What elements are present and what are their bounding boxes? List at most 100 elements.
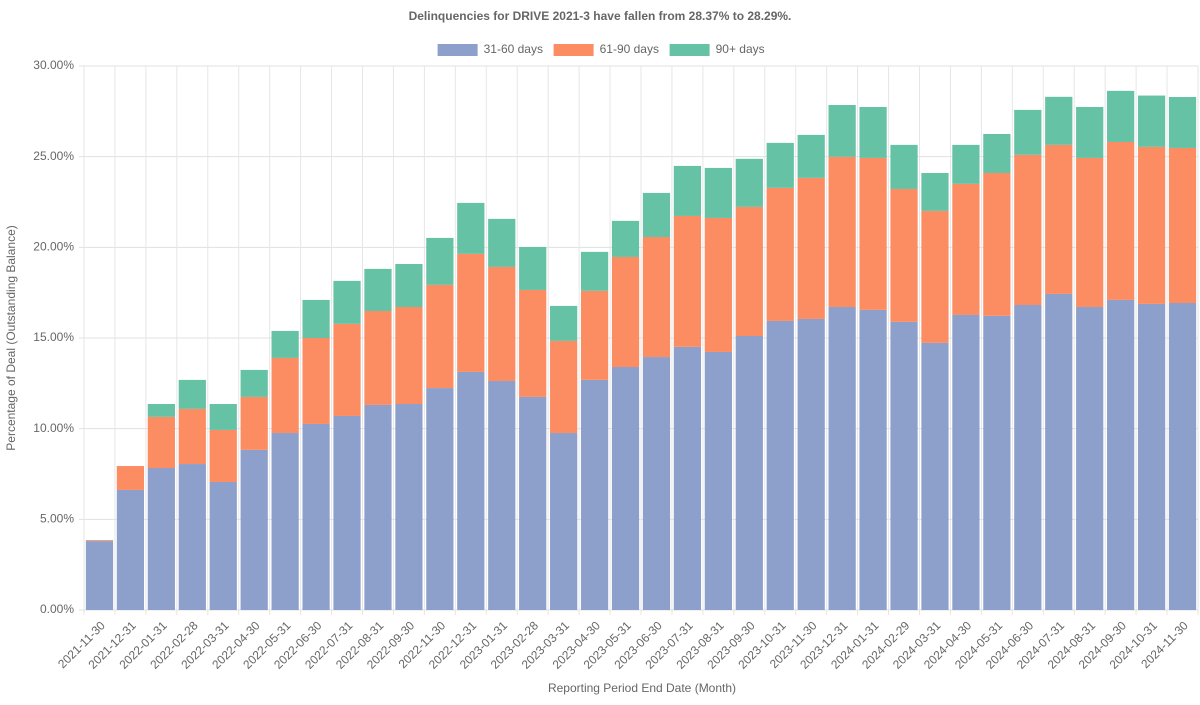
bar-segment	[272, 433, 299, 610]
bar-segment	[1076, 158, 1103, 307]
bar-segment	[829, 157, 856, 307]
bar-segment	[148, 417, 175, 468]
bar-segment	[148, 468, 175, 610]
bar-segment	[1045, 97, 1072, 145]
legend-swatch[interactable]	[554, 44, 594, 56]
bar-segment	[983, 316, 1010, 610]
bar-segment	[767, 321, 794, 610]
y-tick-label: 30.00%	[33, 58, 74, 72]
bar-segment	[1107, 91, 1134, 142]
bar-segment	[457, 372, 484, 610]
bar-segment	[921, 343, 948, 610]
bar-segment	[612, 257, 639, 367]
bar-segment	[272, 331, 299, 358]
bar-segment	[829, 307, 856, 610]
bar-segment	[1138, 147, 1165, 304]
legend-label[interactable]: 31-60 days	[484, 42, 543, 56]
bar-segment	[426, 388, 453, 610]
y-tick-label: 0.00%	[40, 602, 74, 616]
bar-segment	[705, 352, 732, 610]
bar-segment	[581, 291, 608, 380]
y-tick-label: 5.00%	[40, 512, 74, 526]
bar-segment	[798, 178, 825, 319]
bar-segment	[1014, 155, 1041, 305]
bar-segment	[241, 397, 268, 450]
bar-segment	[736, 159, 763, 207]
bar-segment	[488, 381, 515, 610]
bar-segment	[890, 189, 917, 322]
bar-segment	[272, 358, 299, 433]
bar-segment	[612, 221, 639, 257]
bar-segment	[643, 237, 670, 357]
bar-segment	[1169, 303, 1196, 610]
bar-segment	[550, 306, 577, 341]
y-axis-label: Percentage of Deal (Outstanding Balance)	[4, 225, 18, 450]
bar-segment	[705, 168, 732, 218]
bar-segment	[952, 184, 979, 315]
bar-segment	[798, 135, 825, 178]
bar-segment	[983, 134, 1010, 173]
legend-label[interactable]: 90+ days	[716, 42, 765, 56]
bar-segment	[1169, 148, 1196, 303]
bar-segment	[859, 158, 886, 310]
bar-segment	[890, 322, 917, 610]
bar-segment	[395, 404, 422, 610]
bar-segment	[210, 404, 237, 430]
bar-segment	[1014, 305, 1041, 610]
bar-segment	[674, 216, 701, 347]
bar-segment	[302, 338, 329, 424]
bar-segment	[210, 430, 237, 482]
bar-segment	[426, 285, 453, 388]
chart-title: Delinquencies for DRIVE 2021-3 have fall…	[409, 9, 792, 23]
bar-segment	[859, 107, 886, 158]
y-tick-label: 10.00%	[33, 421, 74, 435]
bar-segment	[859, 310, 886, 610]
bar-segment	[179, 409, 206, 464]
bar-segment	[302, 300, 329, 338]
bar-segment	[1107, 142, 1134, 300]
bar-segment	[890, 145, 917, 189]
legend-swatch[interactable]	[670, 44, 710, 56]
bar-segment	[1169, 97, 1196, 148]
bar-segment	[364, 311, 391, 405]
bar-segment	[1014, 110, 1041, 155]
bar-segment	[519, 397, 546, 610]
bar-segment	[643, 193, 670, 237]
bar-segment	[643, 357, 670, 610]
bar-segment	[519, 290, 546, 397]
bar-segment	[395, 307, 422, 404]
bar-segment	[736, 336, 763, 610]
bar-segment	[798, 319, 825, 610]
x-axis-label: Reporting Period End Date (Month)	[548, 681, 736, 695]
bar-segment	[581, 380, 608, 610]
y-tick-label: 20.00%	[33, 240, 74, 254]
bar-segment	[1045, 294, 1072, 610]
bar-segment	[1138, 304, 1165, 610]
bar-segment	[952, 315, 979, 610]
bar-segment	[736, 207, 763, 336]
bar-segment	[921, 173, 948, 211]
legend-swatch[interactable]	[438, 44, 478, 56]
bar-segment	[117, 490, 144, 610]
bar-segment	[117, 466, 144, 490]
bar-segment	[705, 218, 732, 352]
y-tick-label: 25.00%	[33, 149, 74, 163]
bar-segment	[550, 433, 577, 610]
legend-label[interactable]: 61-90 days	[600, 42, 659, 56]
bar-segment	[210, 482, 237, 610]
bar-segment	[829, 105, 856, 157]
bar-segment	[148, 404, 175, 417]
bar-segment	[983, 173, 1010, 316]
bar-segment	[581, 252, 608, 291]
bar-segment	[86, 541, 113, 610]
bar-segment	[550, 341, 577, 433]
bar-segment	[488, 219, 515, 267]
bar-segment	[674, 347, 701, 610]
y-tick-label: 15.00%	[33, 330, 74, 344]
bar-segment	[488, 267, 515, 381]
bar-segment	[1045, 145, 1072, 294]
bar-segment	[1076, 307, 1103, 610]
bar-segment	[674, 166, 701, 216]
bar-segment	[241, 450, 268, 610]
